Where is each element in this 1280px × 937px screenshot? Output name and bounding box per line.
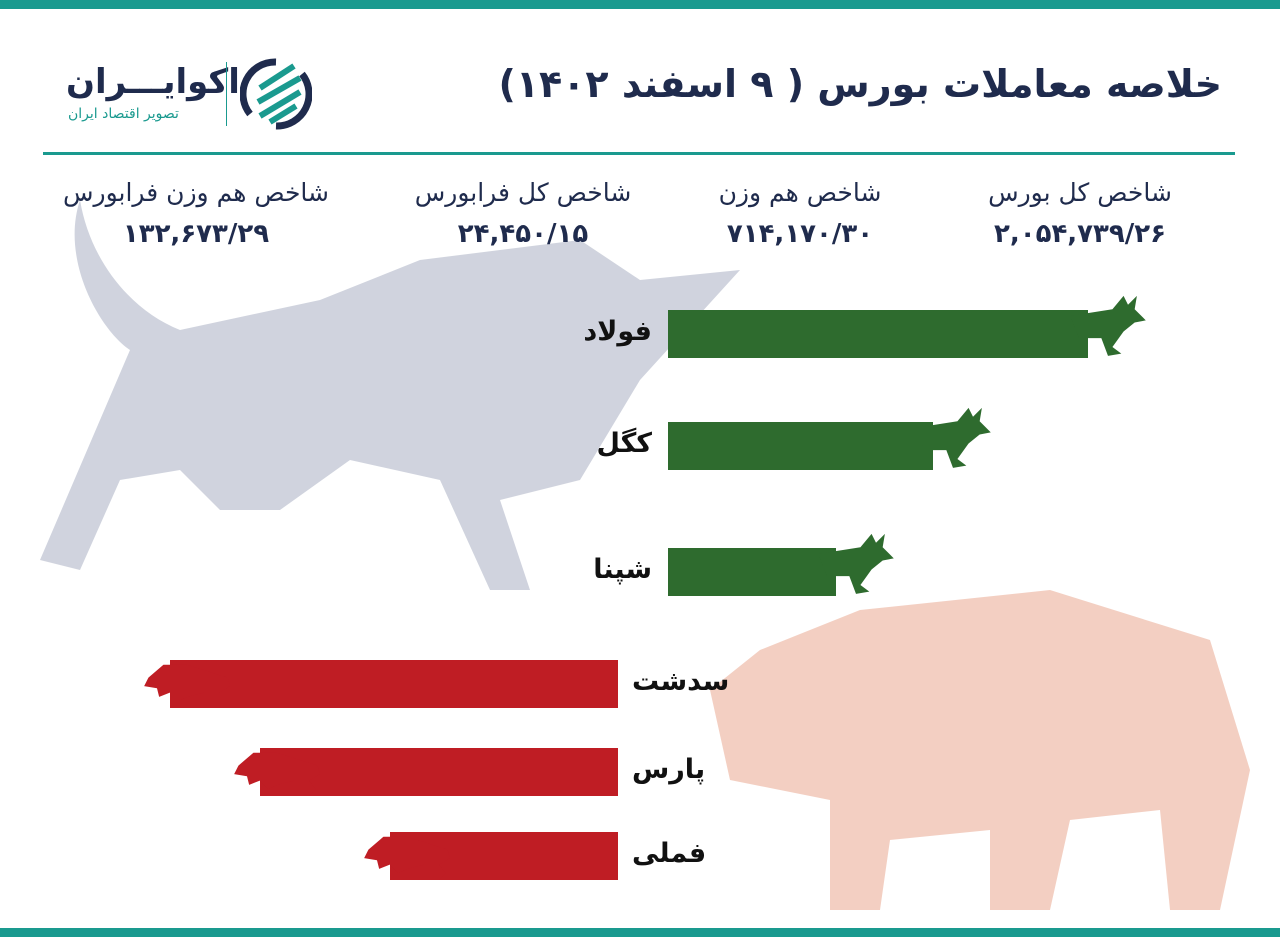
bull-icon <box>1070 295 1146 356</box>
logo: اکوایـــران تصویر اقتصاد ایران <box>60 58 320 130</box>
loser-bar <box>170 660 618 708</box>
index-card: شاخص کل فرابورس ۲۴,۴۵۰/۱۵ <box>373 178 673 249</box>
gainer-label: شپنا <box>593 554 652 585</box>
gainer-bar <box>668 422 933 470</box>
index-card: شاخص هم وزن فرابورس ۱۳۲,۶۷۳/۲۹ <box>46 178 346 249</box>
bull-icon <box>818 533 894 594</box>
index-value: ۱۳۲,۶۷۳/۲۹ <box>122 219 270 249</box>
gainer-label: فولاد <box>583 316 652 347</box>
index-label: شاخص هم وزن <box>718 178 882 207</box>
header-divider <box>43 152 1235 155</box>
index-card: شاخص هم وزن ۷۱۴,۱۷۰/۳۰ <box>650 178 950 249</box>
logo-mark-icon <box>240 58 312 130</box>
logo-name: اکوایـــران <box>66 62 240 102</box>
index-card: شاخص کل بورس ۲,۰۵۴,۷۳۹/۲۶ <box>930 178 1230 249</box>
index-label: شاخص کل بورس <box>988 178 1172 207</box>
bull-background-image <box>40 200 740 590</box>
bear-icon <box>364 836 450 880</box>
index-value: ۲,۰۵۴,۷۳۹/۲۶ <box>993 219 1167 249</box>
loser-bar <box>260 748 618 796</box>
gainer-bar <box>668 310 1088 358</box>
page-title: خلاصه معاملات بورس ( ۹ اسفند ۱۴۰۲) <box>498 62 1222 106</box>
top-border <box>0 0 1280 9</box>
bottom-border <box>0 928 1280 937</box>
bull-icon <box>915 407 991 468</box>
gainer-bar <box>668 548 836 596</box>
index-value: ۷۱۴,۱۷۰/۳۰ <box>726 219 874 249</box>
bear-background-image <box>710 590 1250 910</box>
index-value: ۲۴,۴۵۰/۱۵ <box>457 219 589 249</box>
loser-label: سدشت <box>632 666 730 697</box>
loser-label: فملی <box>632 838 707 869</box>
index-label: شاخص هم وزن فرابورس <box>63 178 329 207</box>
logo-tagline: تصویر اقتصاد ایران <box>68 106 179 122</box>
logo-divider <box>226 62 227 126</box>
bear-icon <box>234 752 320 796</box>
index-label: شاخص کل فرابورس <box>414 178 632 207</box>
gainer-label: کگل <box>596 428 652 459</box>
bear-icon <box>144 664 230 708</box>
loser-label: پارس <box>632 754 706 785</box>
